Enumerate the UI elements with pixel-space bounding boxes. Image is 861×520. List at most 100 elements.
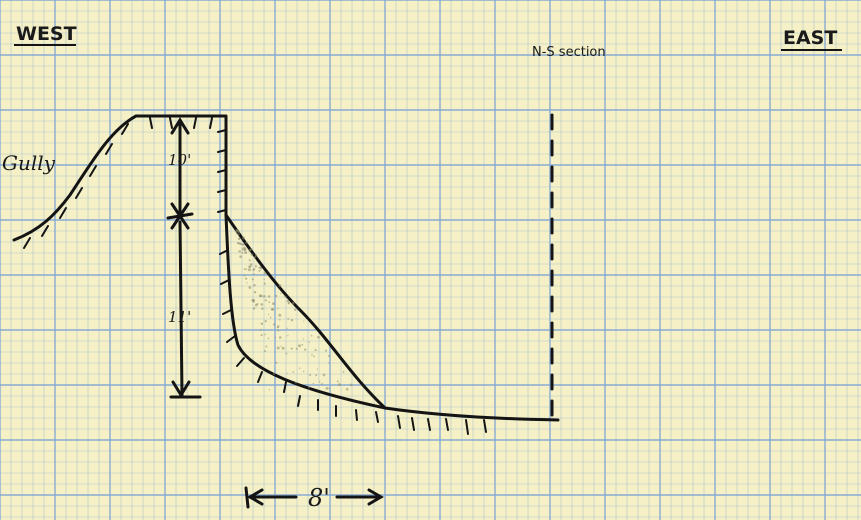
hatch-tick — [445, 418, 449, 431]
stipple-dot — [308, 386, 310, 389]
stipple-dot — [247, 268, 251, 272]
stipple-dot — [245, 268, 248, 271]
stipple-dot — [280, 345, 282, 347]
width-dimension — [244, 486, 384, 509]
stipple-dot — [243, 248, 246, 252]
stipple-dot — [290, 318, 294, 322]
stipple-dot — [302, 338, 305, 340]
stipple-dot — [285, 352, 288, 355]
stipple-dot — [254, 254, 258, 257]
stipple-dot — [286, 372, 288, 375]
section-label: N-S section — [532, 45, 606, 60]
stipple-dot — [250, 253, 254, 256]
stipple-dot — [317, 335, 320, 339]
hatch-tick — [222, 309, 232, 315]
stipple-dot — [303, 320, 305, 322]
hatch-tick — [397, 415, 401, 429]
hatch-tick — [217, 209, 227, 213]
stipple-dot — [249, 263, 253, 266]
stipple-dot — [302, 370, 305, 373]
stipple-dot — [292, 371, 295, 373]
stipple-dot — [321, 383, 323, 385]
stipple-dot — [253, 256, 257, 259]
stipple-dot — [328, 387, 330, 390]
stipple-dot — [265, 345, 268, 348]
stipple-dot — [237, 238, 241, 241]
stipple-dot — [325, 349, 327, 352]
hatch-tick — [121, 123, 129, 135]
stipple-dot — [260, 322, 264, 325]
stipple-dot — [272, 302, 275, 305]
stipple-dot — [272, 373, 275, 375]
hatch-tick — [105, 143, 113, 155]
hatch-tick — [169, 117, 173, 129]
stipple-dot — [350, 383, 353, 387]
stipple-dot — [264, 333, 267, 336]
stipple-dot — [322, 373, 326, 377]
hatch-tick — [236, 357, 245, 367]
stipple-dot — [260, 303, 264, 306]
stipple-dot — [325, 387, 329, 390]
hatch-tick — [23, 237, 31, 249]
fill-stipple — [235, 228, 353, 391]
stipple-dot — [267, 337, 270, 340]
stipple-dot — [336, 380, 339, 383]
stipple-dot — [242, 244, 245, 246]
hatch-tick — [41, 225, 49, 237]
stipple-dot — [250, 265, 253, 267]
stipple-dot — [298, 344, 301, 348]
stipple-dot — [304, 348, 307, 351]
stipple-dot — [242, 236, 245, 240]
stipple-dot — [235, 232, 238, 234]
stipple-dot — [237, 231, 240, 234]
stipple-dot — [277, 307, 279, 310]
stipple-dot — [284, 295, 287, 298]
hatch-tick — [149, 117, 153, 129]
stipple-dot — [243, 246, 246, 249]
height-top-label: 10' — [168, 151, 191, 169]
stipple-dot — [244, 277, 248, 280]
stipple-dot — [268, 389, 271, 391]
stipple-dot — [312, 382, 314, 385]
hatch-tick — [411, 417, 415, 431]
stipple-dot — [314, 349, 317, 352]
ground-profile — [12, 113, 560, 422]
stipple-dot — [248, 265, 251, 268]
stipple-dot — [259, 294, 263, 298]
hatch-tick — [217, 149, 227, 153]
hatch-tick — [75, 187, 83, 199]
stipple-dot — [310, 334, 313, 337]
hatch-tick — [193, 117, 197, 129]
hatch-tick — [465, 419, 469, 435]
stipple-dot — [236, 229, 240, 232]
stipple-dot — [342, 370, 345, 373]
hatch-tick — [226, 335, 236, 343]
stipple-dot — [290, 347, 293, 350]
stipple-dot — [277, 326, 279, 329]
fill-slope-line — [224, 213, 387, 410]
stipple-dot — [261, 307, 264, 310]
hatch-tick — [483, 419, 487, 433]
stipple-dot — [262, 294, 266, 298]
stipple-dot — [267, 295, 271, 298]
stipple-dot — [264, 350, 266, 353]
height-dimension — [166, 117, 202, 399]
stipple-dot — [246, 282, 248, 284]
hatch-tick — [217, 169, 227, 173]
stipple-dot — [313, 355, 315, 358]
stipple-dot — [251, 278, 254, 281]
stipple-dot — [309, 374, 312, 376]
stipple-dot — [248, 249, 251, 252]
stipple-dot — [253, 307, 256, 310]
stipple-dot — [253, 291, 257, 294]
stipple-dot — [276, 346, 280, 350]
stipple-dot — [251, 298, 255, 302]
stipple-dot — [243, 268, 246, 270]
stipple-dot — [258, 266, 260, 269]
stipple-dot — [281, 346, 285, 350]
stipple-dot — [264, 299, 267, 302]
stipple-dot — [241, 248, 244, 251]
stipple-dot — [280, 292, 282, 295]
hatch-tick — [375, 411, 379, 423]
stipple-dot — [287, 335, 289, 337]
